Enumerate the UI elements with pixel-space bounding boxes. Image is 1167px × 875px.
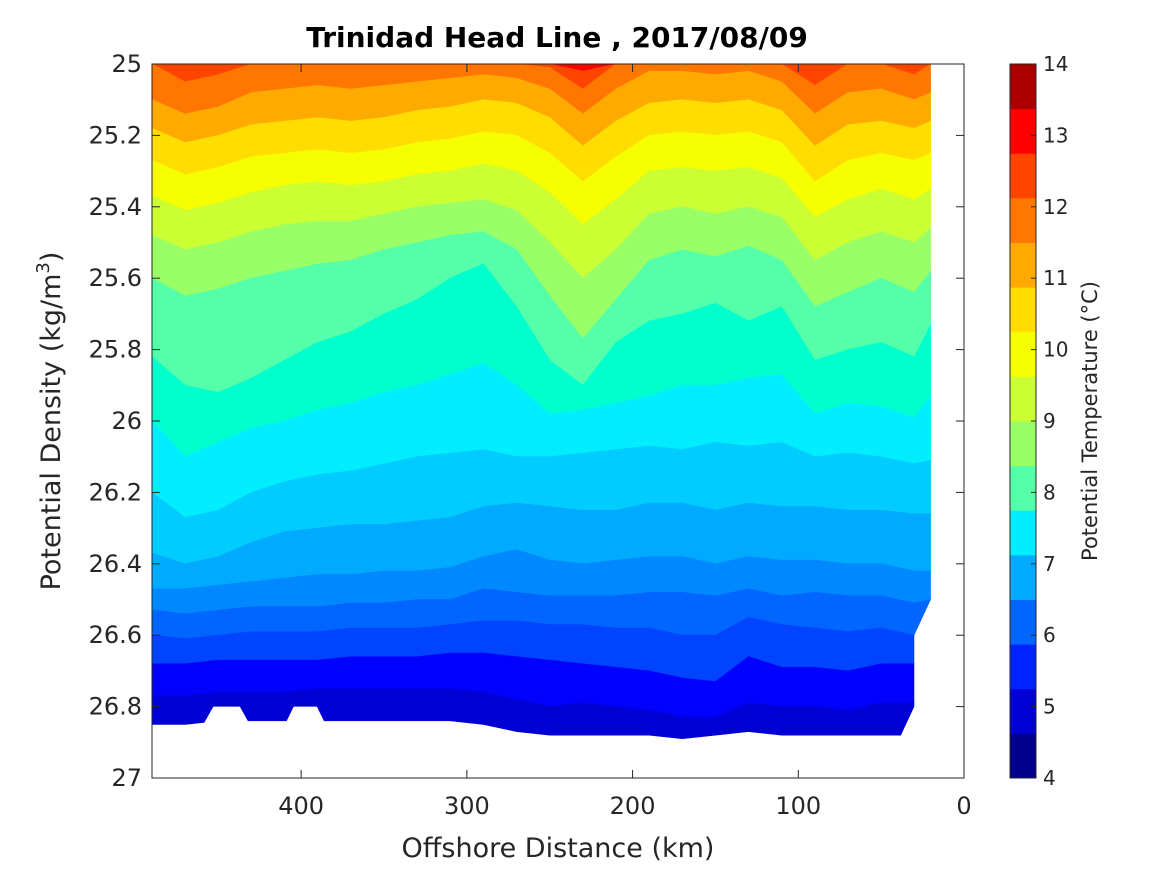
colorbar: 4 5 6 7 8 9 10 11 12 13 14 [1009, 52, 1068, 790]
contour-band [152, 64, 931, 90]
x-axis-label: Offshore Distance (km) [402, 833, 715, 864]
y-tick-label: 25 [111, 50, 142, 78]
y-axis-tick-labels: 25 25.2 25.4 25.6 25.8 26 26.2 26.4 26.6 26.8 27 [89, 50, 142, 792]
y-tick-label: 26.8 [89, 693, 142, 721]
colorbar-tick-label: 14 [1043, 52, 1068, 76]
colorbar-band [1010, 64, 1036, 110]
colorbar-band [1010, 510, 1036, 556]
y-tick-label: 26.2 [89, 478, 142, 506]
colorbar-tick-label: 11 [1043, 266, 1068, 290]
x-tick-label: 300 [444, 792, 490, 820]
x-tick-label: 400 [278, 792, 324, 820]
axis-ticks [152, 63, 965, 779]
plot-area [151, 63, 965, 779]
x-tick-label: 200 [610, 792, 656, 820]
y-axis-label-close: ) [36, 252, 67, 263]
colorbar-band [1010, 197, 1036, 243]
y-tick-label: 26 [111, 407, 142, 435]
colorbar-band [1010, 242, 1036, 288]
colorbar-band [1010, 733, 1036, 779]
colorbar-tick-label: 7 [1043, 552, 1056, 576]
colorbar-tick-label: 9 [1043, 409, 1056, 433]
x-tick-label: 0 [956, 792, 971, 820]
x-tick-label: 100 [775, 792, 821, 820]
colorbar-band [1010, 108, 1036, 154]
colorbar-tick-label: 8 [1043, 480, 1056, 504]
colorbar-tick-label: 13 [1043, 123, 1068, 147]
contour-bands [152, 64, 931, 740]
y-tick-label: 27 [111, 764, 142, 792]
colorbar-tick-label: 6 [1043, 623, 1056, 647]
x-axis-tick-labels: 400 300 200 100 0 [278, 792, 971, 820]
colorbar-band [1010, 688, 1036, 734]
colorbar-band [1010, 287, 1036, 333]
y-tick-label: 26.6 [89, 621, 142, 649]
colorbar-band [1010, 599, 1036, 645]
colorbar-tick-label: 12 [1043, 195, 1068, 219]
colorbar-bands [1010, 64, 1036, 779]
y-axis-label-main: Potential Density (kg/m [36, 274, 67, 591]
colorbar-ticks: 4 5 6 7 8 9 10 11 12 13 14 [1031, 52, 1068, 790]
colorbar-label: Potential Temperature (°C) [1078, 281, 1102, 561]
y-axis-label-superscript: 3 [33, 262, 54, 273]
y-tick-label: 25.6 [89, 264, 142, 292]
colorbar-band [1010, 331, 1036, 377]
colorbar-band [1010, 376, 1036, 422]
colorbar-tick-label: 10 [1043, 338, 1068, 362]
colorbar-tick-label: 4 [1043, 766, 1056, 790]
colorbar-band [1010, 465, 1036, 511]
colorbar-tick-label: 5 [1043, 695, 1056, 719]
chart-title: Trinidad Head Line , 2017/08/09 [306, 21, 808, 54]
colorbar-band [1010, 554, 1036, 600]
y-tick-label: 25.8 [89, 336, 142, 364]
colorbar-band [1010, 421, 1036, 467]
y-tick-label: 25.4 [89, 193, 142, 221]
y-tick-label: 25.2 [89, 121, 142, 149]
y-tick-label: 26.4 [89, 550, 142, 578]
colorbar-band [1010, 644, 1036, 690]
y-axis-label: Potential Density (kg/m3) [33, 252, 67, 591]
colorbar-band [1010, 153, 1036, 199]
